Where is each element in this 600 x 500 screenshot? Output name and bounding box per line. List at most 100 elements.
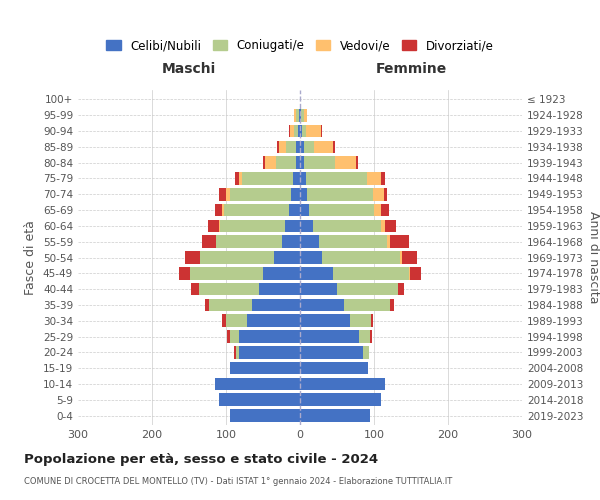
- Bar: [222, 204, 224, 216]
- Bar: [319, 236, 386, 248]
- Bar: [382, 220, 385, 232]
- Bar: [242, 172, 293, 185]
- Bar: [337, 283, 398, 296]
- Bar: [300, 156, 304, 169]
- Bar: [289, 204, 300, 216]
- Bar: [301, 109, 304, 122]
- Bar: [300, 378, 385, 390]
- Bar: [304, 140, 314, 153]
- Bar: [218, 394, 300, 406]
- Bar: [299, 109, 300, 122]
- Bar: [293, 172, 300, 185]
- Bar: [300, 362, 368, 374]
- Bar: [300, 140, 304, 153]
- Bar: [230, 362, 300, 374]
- Bar: [277, 140, 278, 153]
- Bar: [409, 267, 410, 280]
- Bar: [234, 346, 236, 358]
- Bar: [309, 204, 374, 216]
- Bar: [218, 188, 226, 200]
- Bar: [274, 251, 300, 264]
- Text: COMUNE DI CROCETTA DEL MONTELLO (TV) - Dati ISTAT 1° gennaio 2024 - Elaborazione: COMUNE DI CROCETTA DEL MONTELLO (TV) - D…: [24, 478, 452, 486]
- Bar: [382, 172, 385, 185]
- Bar: [332, 140, 335, 153]
- Bar: [300, 267, 334, 280]
- Bar: [335, 156, 356, 169]
- Bar: [215, 204, 222, 216]
- Bar: [322, 251, 400, 264]
- Bar: [218, 220, 220, 232]
- Bar: [300, 346, 363, 358]
- Bar: [300, 330, 359, 343]
- Bar: [410, 267, 421, 280]
- Bar: [386, 236, 390, 248]
- Bar: [239, 330, 300, 343]
- Bar: [230, 409, 300, 422]
- Text: Maschi: Maschi: [162, 62, 216, 76]
- Bar: [344, 298, 390, 311]
- Bar: [300, 409, 370, 422]
- Bar: [300, 298, 344, 311]
- Bar: [306, 172, 367, 185]
- Bar: [298, 125, 300, 138]
- Bar: [278, 140, 286, 153]
- Bar: [224, 204, 289, 216]
- Bar: [294, 109, 296, 122]
- Bar: [208, 220, 218, 232]
- Bar: [350, 314, 371, 327]
- Legend: Celibi/Nubili, Coniugati/e, Vedovi/e, Divorziati/e: Celibi/Nubili, Coniugati/e, Vedovi/e, Di…: [103, 36, 497, 56]
- Bar: [294, 125, 298, 138]
- Text: Popolazione per età, sesso e stato civile - 2024: Popolazione per età, sesso e stato civil…: [24, 452, 378, 466]
- Bar: [190, 267, 263, 280]
- Bar: [285, 220, 300, 232]
- Bar: [215, 378, 300, 390]
- Bar: [226, 314, 247, 327]
- Bar: [382, 204, 389, 216]
- Bar: [239, 346, 300, 358]
- Bar: [286, 140, 296, 153]
- Bar: [202, 236, 217, 248]
- Bar: [370, 330, 372, 343]
- Bar: [236, 346, 239, 358]
- Bar: [300, 283, 337, 296]
- Bar: [252, 298, 300, 311]
- Bar: [275, 156, 296, 169]
- Bar: [300, 394, 382, 406]
- Bar: [300, 109, 301, 122]
- Bar: [402, 251, 417, 264]
- Bar: [263, 156, 265, 169]
- Bar: [217, 236, 281, 248]
- Bar: [300, 125, 302, 138]
- Bar: [300, 251, 322, 264]
- Bar: [373, 188, 383, 200]
- Bar: [300, 172, 306, 185]
- Bar: [235, 172, 239, 185]
- Bar: [383, 188, 388, 200]
- Bar: [289, 125, 290, 138]
- Bar: [374, 204, 382, 216]
- Bar: [281, 236, 300, 248]
- Bar: [371, 314, 373, 327]
- Bar: [265, 156, 275, 169]
- Bar: [390, 298, 394, 311]
- Bar: [290, 125, 294, 138]
- Bar: [355, 156, 358, 169]
- Bar: [400, 251, 402, 264]
- Bar: [205, 298, 209, 311]
- Y-axis label: Fasce di età: Fasce di età: [25, 220, 37, 295]
- Bar: [300, 314, 350, 327]
- Bar: [314, 140, 332, 153]
- Bar: [304, 109, 307, 122]
- Bar: [296, 109, 299, 122]
- Bar: [367, 172, 382, 185]
- Text: Femmine: Femmine: [376, 62, 446, 76]
- Bar: [291, 188, 300, 200]
- Bar: [306, 125, 321, 138]
- Bar: [239, 172, 242, 185]
- Bar: [300, 220, 313, 232]
- Bar: [296, 156, 300, 169]
- Bar: [200, 251, 274, 264]
- Bar: [302, 125, 306, 138]
- Bar: [223, 314, 226, 327]
- Bar: [263, 267, 300, 280]
